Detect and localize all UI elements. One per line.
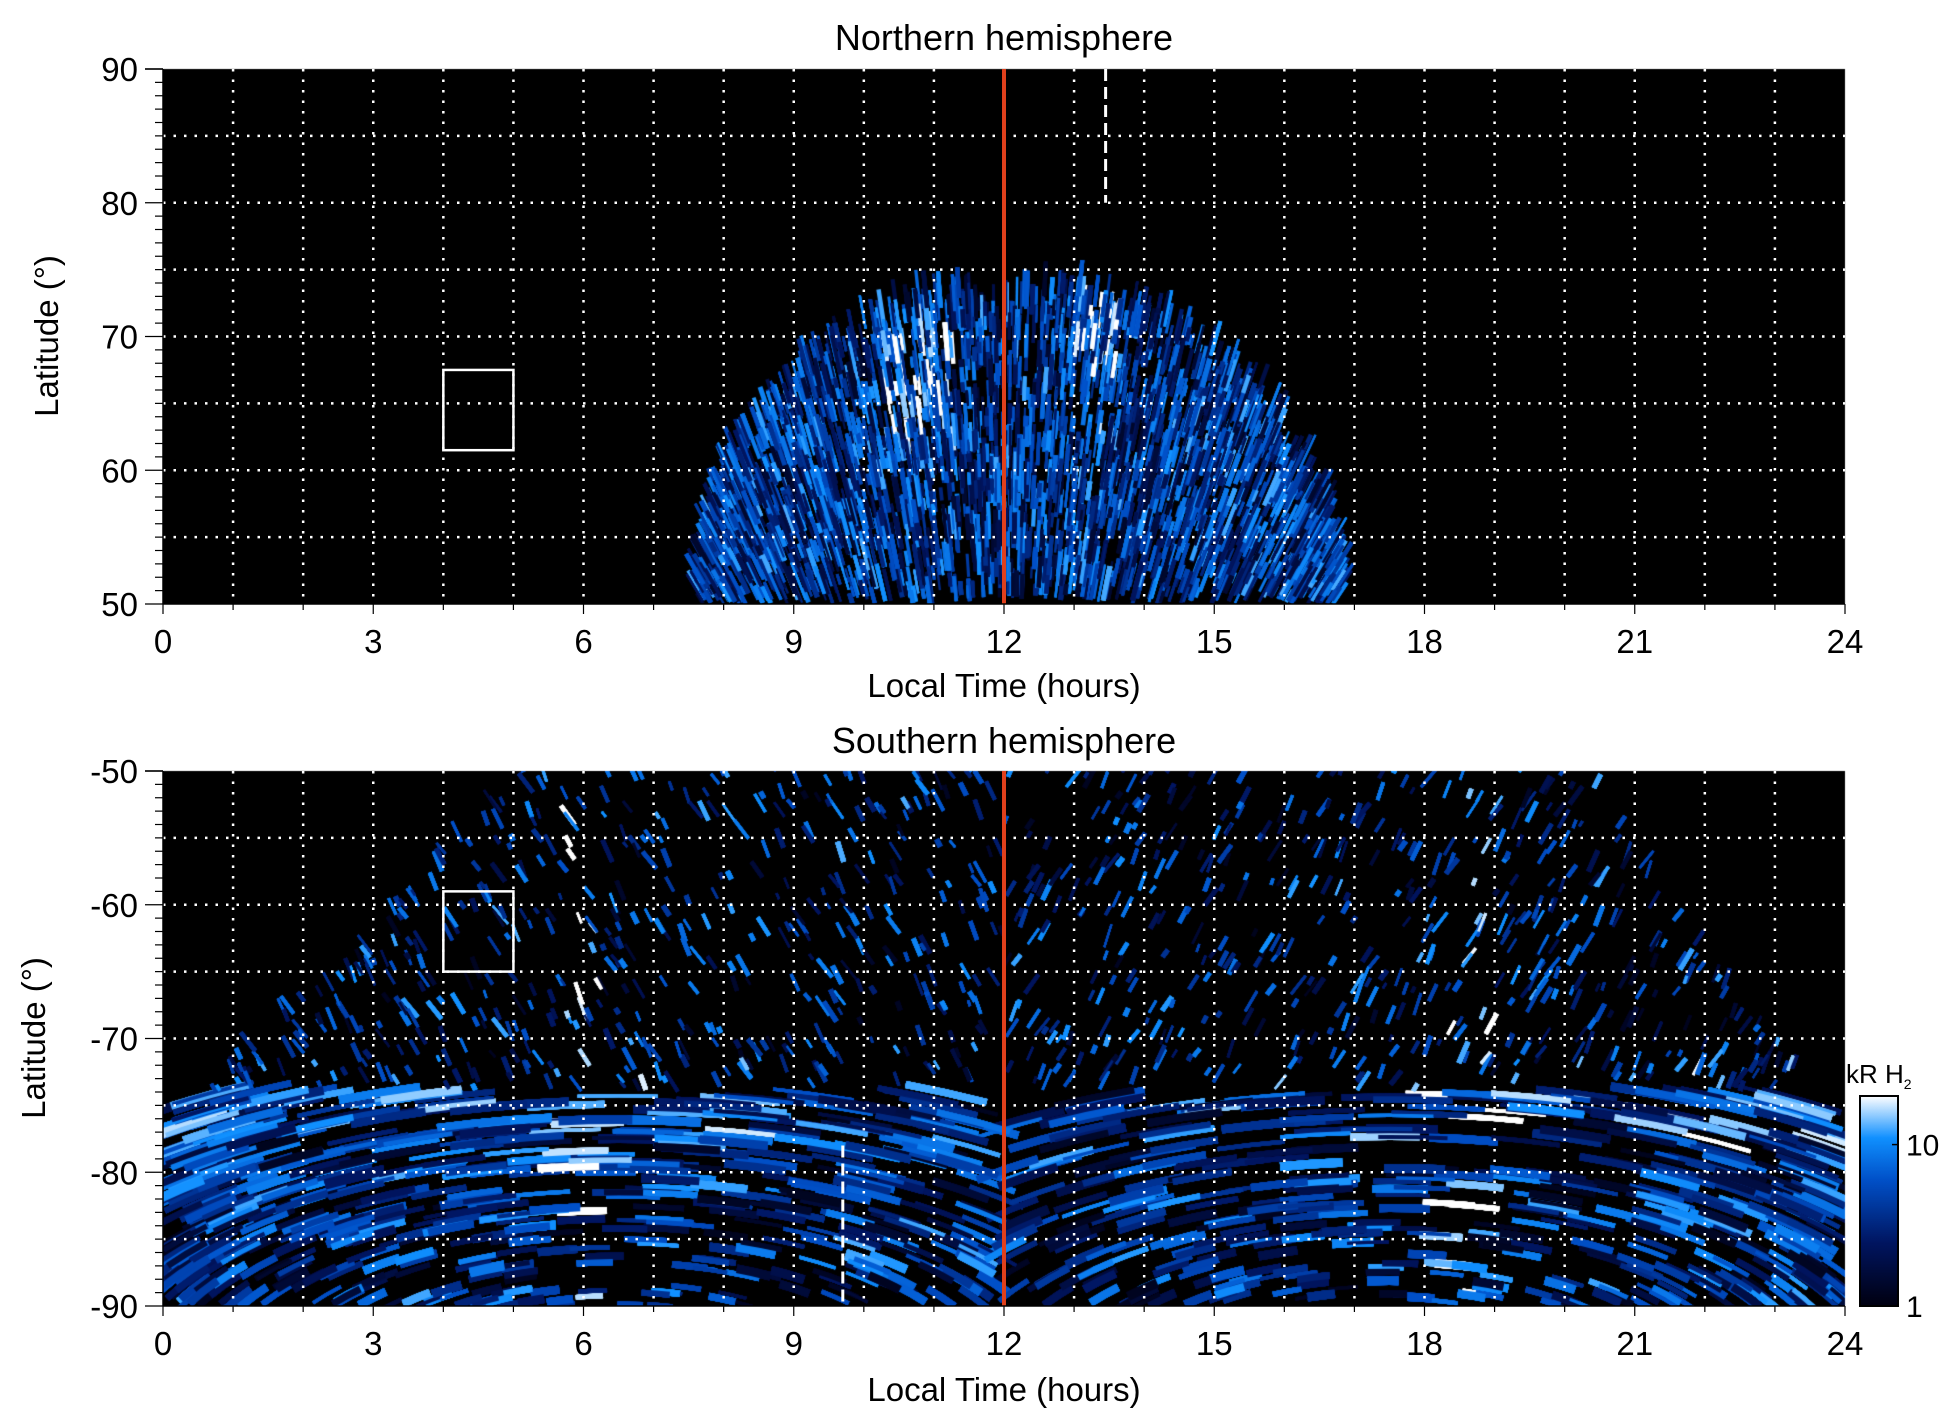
x-tick-label: 15 xyxy=(1196,623,1233,660)
x-tick-label: 9 xyxy=(785,623,803,660)
y-tick-label: 60 xyxy=(101,452,138,489)
north-title: Northern hemisphere xyxy=(835,17,1173,58)
y-tick-label: -70 xyxy=(90,1021,138,1058)
colorbar-label: kR H2 xyxy=(1846,1059,1912,1092)
x-tick-label: 12 xyxy=(986,1325,1023,1362)
colorbar-label-text: kR H xyxy=(1846,1059,1904,1089)
colorbar-frame xyxy=(1859,1095,1899,1307)
x-tick-label: 15 xyxy=(1196,1325,1233,1362)
north-panel: 0 3 6 9 12 15 18 21 24 50 60 70 80 90 xyxy=(101,51,1863,660)
south-xlabel: Local Time (hours) xyxy=(867,1371,1140,1408)
x-tick-label: 3 xyxy=(364,623,382,660)
x-tick-label: 18 xyxy=(1406,1325,1443,1362)
colorbar-tick-label: 1 xyxy=(1906,1291,1923,1324)
region-box xyxy=(442,890,515,973)
colorbar-tick-label: 10 xyxy=(1906,1130,1939,1163)
y-tick-label: -50 xyxy=(90,753,138,790)
y-tick-label: 90 xyxy=(101,51,138,88)
x-tick-label: 0 xyxy=(154,623,172,660)
region-box xyxy=(442,368,515,452)
y-tick-label: 80 xyxy=(101,185,138,222)
x-tick-label: 0 xyxy=(154,1325,172,1362)
north-xlabel: Local Time (hours) xyxy=(867,667,1140,704)
y-tick-label: -90 xyxy=(90,1288,138,1325)
x-tick-label: 12 xyxy=(986,623,1023,660)
x-tick-label: 9 xyxy=(785,1325,803,1362)
x-tick-label: 21 xyxy=(1616,1325,1653,1362)
x-tick-label: 6 xyxy=(574,1325,592,1362)
y-tick-label: 50 xyxy=(101,586,138,623)
colorbar-label-subscript: 2 xyxy=(1904,1076,1912,1092)
x-tick-label: 6 xyxy=(574,623,592,660)
y-tick-label: 70 xyxy=(101,319,138,356)
y-tick-label: -80 xyxy=(90,1154,138,1191)
x-tick-label: 24 xyxy=(1827,1325,1864,1362)
x-tick-label: 18 xyxy=(1406,623,1443,660)
x-tick-label: 24 xyxy=(1827,623,1864,660)
south-ylabel: Latitude (°) xyxy=(15,957,52,1119)
south-panel: 0 3 6 9 12 15 18 21 24 -90 -80 -70 -60 -50 xyxy=(90,753,1863,1362)
colorbar: 1 10 xyxy=(1859,1095,1939,1324)
south-title: Southern hemisphere xyxy=(832,720,1176,761)
x-tick-label: 21 xyxy=(1616,623,1653,660)
y-tick-label: -60 xyxy=(90,887,138,924)
north-ylabel: Latitude (°) xyxy=(28,255,65,417)
x-tick-label: 3 xyxy=(364,1325,382,1362)
